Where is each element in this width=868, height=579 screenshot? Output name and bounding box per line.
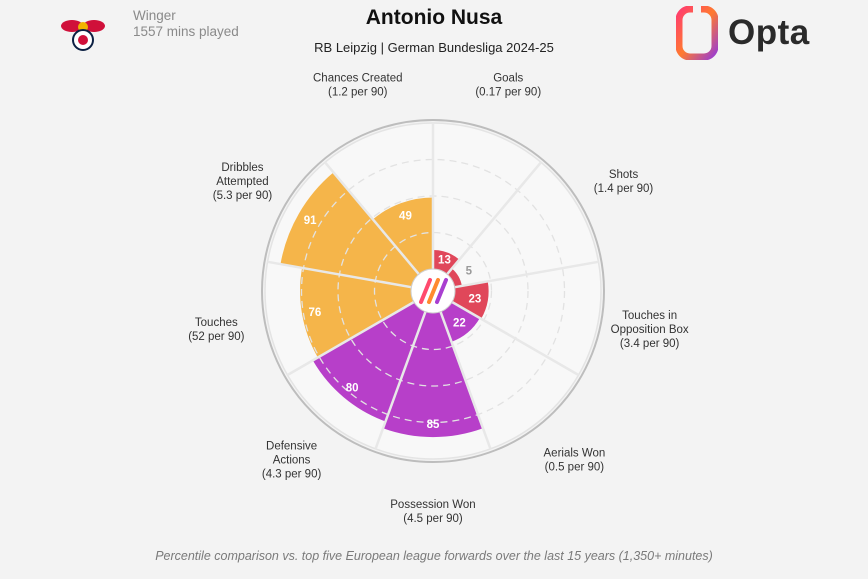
rb-leipzig-logo-icon: [61, 20, 105, 51]
radar-wedge-3: [440, 302, 480, 342]
radar-wedge-0: [433, 250, 460, 275]
opta-wordmark: Opta: [728, 13, 810, 52]
minutes-played: 1557 mins played: [133, 24, 239, 39]
opta-brand: Opta: [676, 6, 810, 60]
opta-logo-icon: [676, 6, 718, 60]
radar-wedge-8: [372, 197, 433, 275]
value-label-8: 49: [399, 210, 412, 222]
value-label-3: 22: [453, 317, 466, 329]
hub-mark-icon-1: [427, 278, 440, 304]
category-label-1: Shots (1.4 per 90): [594, 169, 654, 195]
guide-ring-25: [373, 231, 493, 351]
radar-wedge-1: [447, 268, 462, 288]
radar-spoke-1: [446, 161, 542, 275]
category-label-0: Goals (0.17 per 90): [475, 72, 541, 98]
hub-mark-icon-2: [435, 278, 448, 304]
radar-spoke-5: [374, 311, 427, 450]
value-label-5: 80: [346, 382, 359, 394]
category-label-2: Touches in Opposition Box (3.4 per 90): [611, 310, 689, 350]
category-label-8: Chances Created (1.2 per 90): [313, 72, 403, 98]
value-label-1: 5: [466, 265, 473, 277]
outer-border: [261, 119, 605, 463]
radar-wedge-2: [452, 281, 489, 319]
category-label-3: Aerials Won (0.5 per 90): [544, 448, 606, 474]
radar-spoke-8: [324, 161, 420, 275]
value-label-2: 23: [469, 293, 482, 305]
footer-note: Percentile comparison vs. top five Europ…: [155, 549, 713, 563]
radar-wedge-6: [300, 267, 414, 358]
player-meta: Winger 1557 mins played: [133, 8, 239, 40]
category-label-5: Defensive Actions (4.3 per 90): [262, 441, 322, 481]
radar-spoke-7: [267, 260, 412, 289]
radar-spoke-4: [439, 311, 492, 450]
category-label-7: Dribbles Attempted (5.3 per 90): [213, 162, 273, 202]
value-label-0: 13: [438, 255, 451, 267]
value-label-4: 85: [427, 419, 440, 431]
chart-title: Antonio Nusa: [365, 6, 503, 29]
radar-spoke-3: [451, 300, 580, 377]
category-label-6: Touches (52 per 90): [188, 317, 244, 343]
guide-ring-75: [300, 158, 566, 424]
value-label-6: 76: [308, 307, 321, 319]
radar-spoke-6: [286, 300, 415, 377]
hub-mark-icon-0: [419, 278, 432, 304]
chart-subtitle: RB Leipzig | German Bundesliga 2024-25: [314, 40, 554, 55]
value-label-7: 91: [304, 215, 317, 227]
player-position: Winger: [133, 8, 176, 23]
radar-spoke-2: [454, 260, 599, 289]
category-label-4: Possession Won (4.5 per 90): [390, 499, 475, 525]
radar-wedge-4: [383, 311, 483, 438]
